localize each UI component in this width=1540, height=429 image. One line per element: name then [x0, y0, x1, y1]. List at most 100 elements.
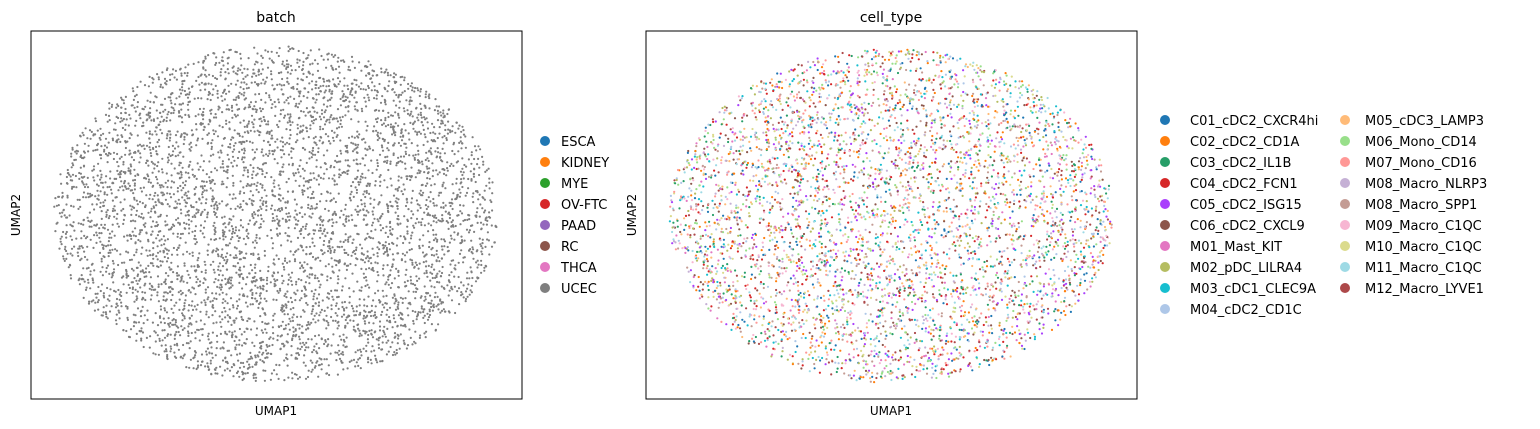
scatter-point — [252, 108, 255, 111]
scatter-point — [205, 350, 208, 353]
scatter-point — [150, 288, 153, 291]
scatter-point — [448, 201, 451, 204]
scatter-point — [131, 205, 134, 208]
scatter-point — [133, 106, 136, 109]
scatter-point — [350, 184, 353, 188]
scatter-point — [235, 51, 238, 54]
scatter-point — [437, 219, 440, 222]
scatter-point — [105, 215, 108, 218]
scatter-point — [110, 236, 113, 239]
scatter-point — [242, 365, 246, 368]
scatter-point — [304, 281, 307, 284]
scatter-point — [337, 353, 340, 356]
scatter-point — [320, 338, 323, 341]
scatter-point — [358, 133, 361, 136]
scatter-point — [269, 229, 272, 232]
scatter-point — [152, 241, 155, 244]
scatter-point — [349, 91, 352, 94]
scatter-point — [307, 196, 310, 199]
scatter-point — [112, 128, 116, 131]
scatter-point — [364, 176, 367, 179]
scatter-point — [272, 332, 275, 335]
scatter-point — [372, 213, 375, 216]
scatter-point — [396, 201, 399, 204]
scatter-point — [188, 316, 191, 320]
scatter-point — [240, 64, 243, 67]
scatter-point — [232, 363, 235, 366]
scatter-point — [384, 125, 387, 128]
scatter-point — [149, 91, 152, 94]
scatter-point — [235, 336, 238, 339]
scatter-point — [197, 97, 200, 100]
scatter-point — [450, 237, 453, 240]
scatter-point — [191, 286, 194, 289]
scatter-point — [267, 265, 270, 268]
scatter-point — [324, 89, 327, 92]
scatter-point — [170, 92, 173, 95]
scatter-point — [287, 278, 290, 281]
scatter-point — [325, 85, 328, 88]
scatter-point — [221, 311, 224, 314]
scatter-point — [374, 357, 377, 360]
scatter-point — [368, 267, 371, 270]
scatter-point — [112, 151, 116, 154]
scatter-point — [228, 330, 231, 333]
scatter-point — [419, 88, 422, 91]
scatter-point — [202, 113, 205, 117]
scatter-point — [237, 239, 240, 243]
scatter-point — [185, 250, 189, 253]
scatter-point — [474, 280, 478, 283]
scatter-point — [397, 286, 400, 289]
scatter-point — [378, 153, 382, 156]
scatter-point — [238, 150, 241, 153]
scatter-point — [428, 167, 431, 170]
scatter-point — [392, 153, 395, 157]
scatter-point — [198, 252, 201, 255]
scatter-point — [319, 166, 322, 169]
scatter-point — [233, 159, 236, 162]
scatter-point — [230, 225, 233, 228]
scatter-point — [169, 286, 172, 289]
scatter-point — [331, 224, 334, 228]
scatter-point — [387, 283, 390, 286]
scatter-point — [229, 207, 232, 210]
scatter-point — [188, 366, 191, 369]
scatter-point — [410, 197, 414, 200]
scatter-point — [441, 214, 444, 217]
scatter-point — [189, 358, 192, 361]
scatter-point — [425, 198, 428, 202]
scatter-point — [337, 324, 340, 327]
scatter-point — [167, 323, 170, 326]
scatter-point — [291, 190, 294, 193]
scatter-point — [132, 90, 135, 93]
scatter-point — [231, 136, 234, 139]
scatter-point — [97, 299, 100, 302]
scatter-point — [414, 86, 417, 90]
scatter-point — [126, 234, 129, 237]
scatter-point — [175, 78, 178, 81]
scatter-point — [278, 219, 281, 222]
scatter-point — [180, 72, 183, 75]
scatter-point — [163, 281, 166, 284]
scatter-point — [204, 303, 207, 307]
scatter-point — [387, 111, 390, 114]
scatter-point — [272, 216, 275, 220]
scatter-point — [409, 258, 412, 261]
scatter-point — [372, 237, 375, 240]
scatter-point — [410, 175, 413, 178]
scatter-point — [427, 301, 430, 305]
scatter-point — [335, 264, 338, 267]
scatter-point — [235, 271, 238, 274]
scatter-point — [450, 198, 454, 201]
scatter-point — [370, 262, 373, 265]
scatter-point — [329, 104, 332, 107]
scatter-point — [128, 336, 131, 339]
scatter-point — [369, 311, 372, 314]
scatter-point — [342, 93, 345, 96]
scatter-point — [98, 227, 101, 230]
scatter-point — [132, 158, 136, 162]
scatter-point — [394, 200, 397, 203]
scatter-point — [330, 257, 333, 260]
scatter-point — [422, 316, 425, 319]
scatter-point — [460, 291, 463, 294]
